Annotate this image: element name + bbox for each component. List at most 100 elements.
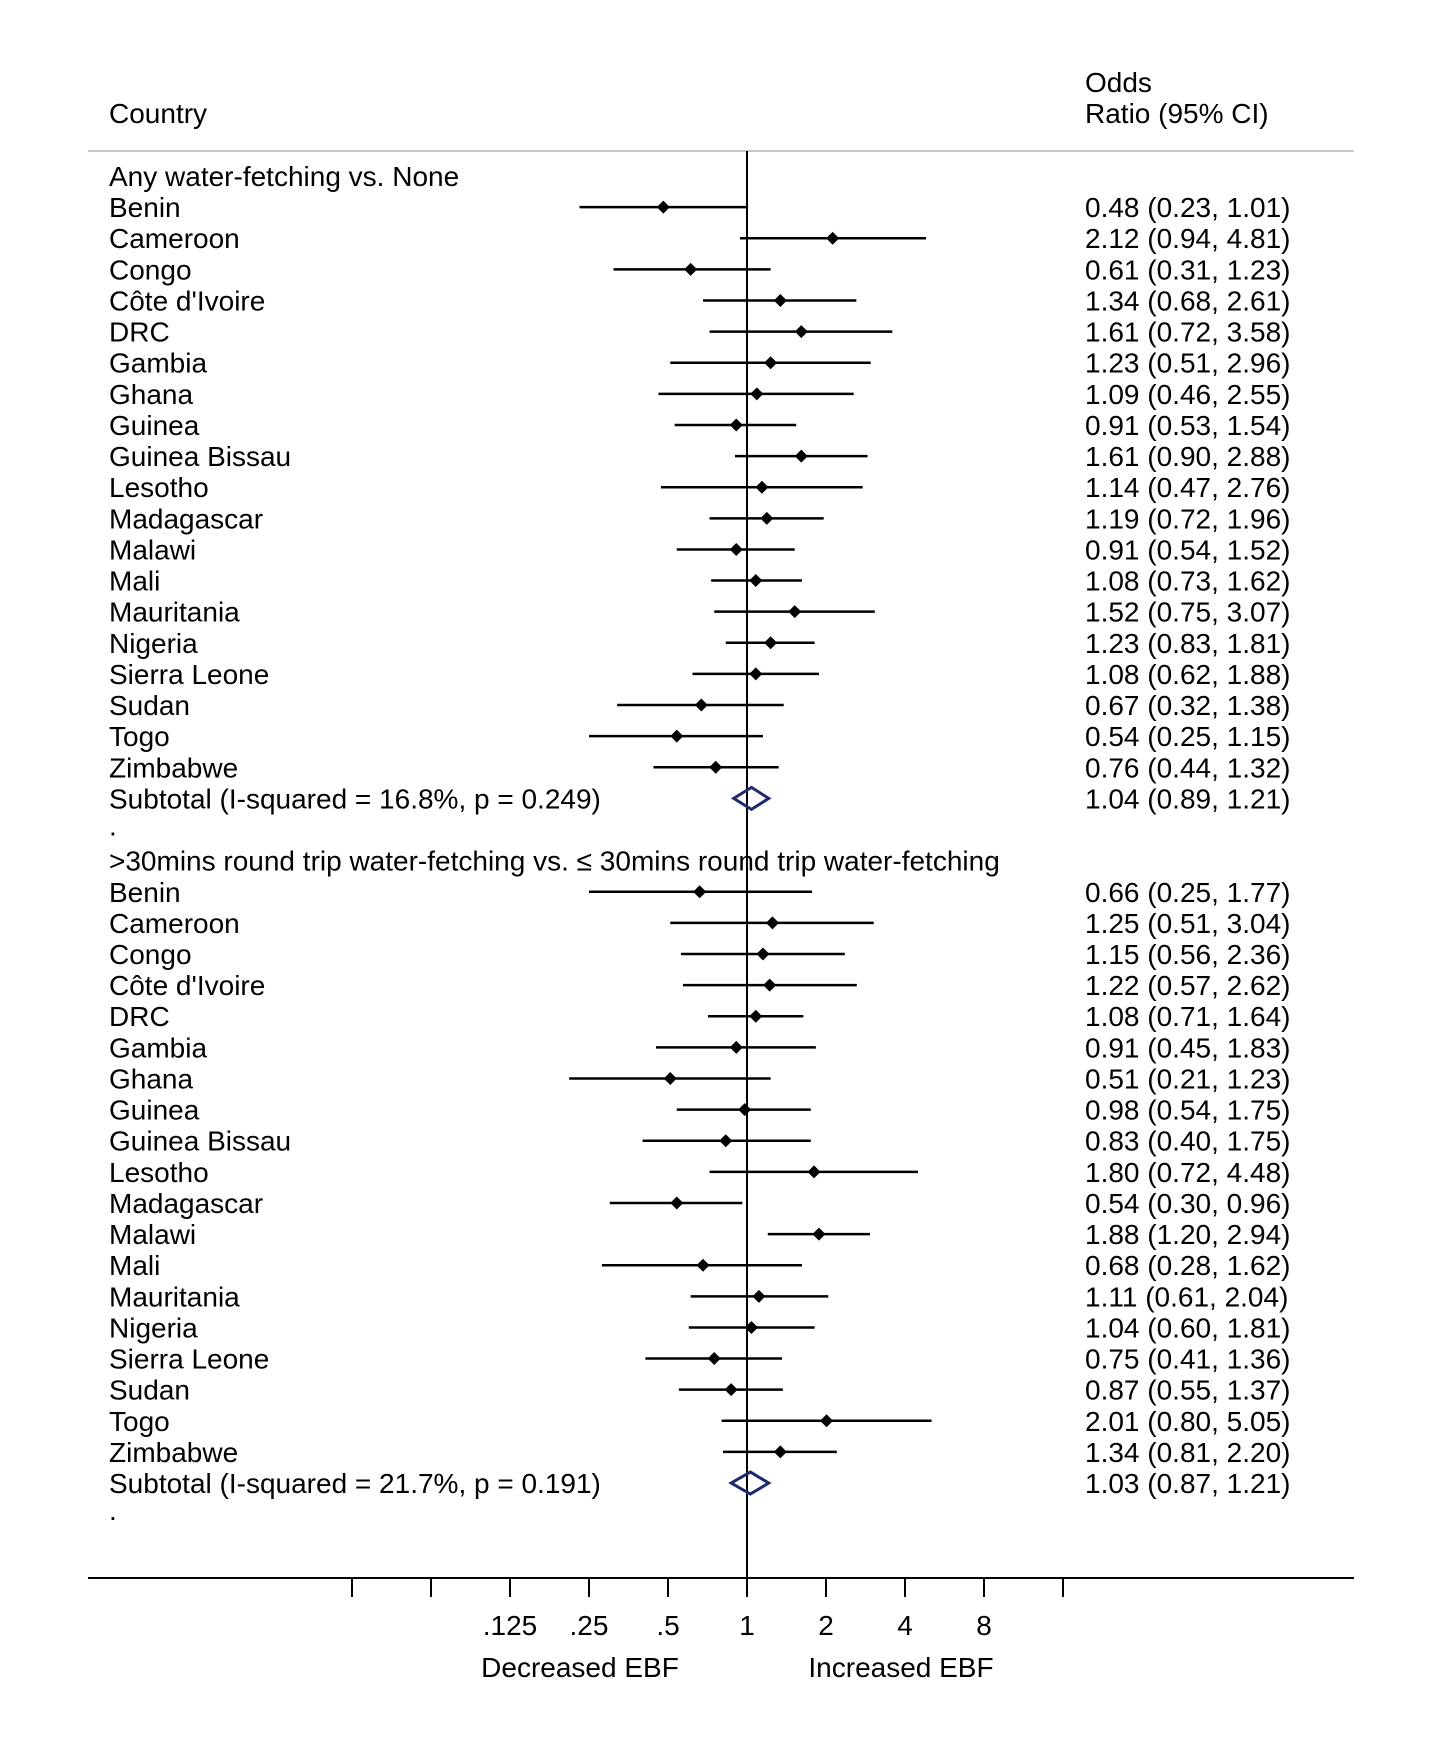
study-label: Togo [109, 721, 170, 752]
point-estimate-marker [760, 511, 774, 525]
odds-ratio-value: 1.08 (0.71, 1.64) [1085, 1001, 1290, 1032]
odds-ratio-value: 0.68 (0.28, 1.62) [1085, 1250, 1290, 1281]
study-label: Madagascar [109, 503, 263, 534]
study-label: Ghana [109, 379, 193, 410]
study-label: Guinea Bissau [109, 441, 291, 472]
odds-ratio-value: 1.61 (0.90, 2.88) [1085, 441, 1290, 472]
odds-ratio-value: 1.25 (0.51, 3.04) [1085, 908, 1290, 939]
column-header-odds: Odds [1085, 67, 1152, 98]
subtotal-label: Subtotal (I-squared = 16.8%, p = 0.249) [109, 783, 601, 814]
odds-ratio-value: 1.19 (0.72, 1.96) [1085, 503, 1290, 534]
study-label: Mali [109, 1250, 160, 1281]
study-label: Congo [109, 254, 192, 285]
study-label: Cameroon [109, 908, 240, 939]
odds-ratio-value: 2.01 (0.80, 5.05) [1085, 1406, 1290, 1437]
group-separator: . [109, 811, 117, 842]
study-label: Côte d'Ivoire [109, 285, 265, 316]
odds-ratio-value: 1.23 (0.83, 1.81) [1085, 628, 1290, 659]
point-estimate-marker [656, 200, 670, 214]
odds-ratio-value: 0.51 (0.21, 1.23) [1085, 1063, 1290, 1094]
odds-ratio-value: 0.83 (0.40, 1.75) [1085, 1126, 1290, 1157]
x-axis-ticks: .125 .25 .5 1 2 4 8 [351, 1578, 1064, 1641]
point-estimate-marker [724, 1383, 738, 1397]
odds-ratio-value: 1.34 (0.81, 2.20) [1085, 1437, 1290, 1468]
point-estimate-marker [663, 1071, 677, 1085]
odds-ratio-value: 1.14 (0.47, 2.76) [1085, 472, 1290, 503]
study-label: Malawi [109, 1219, 196, 1250]
point-estimate-marker [812, 1227, 826, 1241]
point-estimate-marker [707, 1352, 721, 1366]
odds-ratio-value: 1.61 (0.72, 3.58) [1085, 317, 1290, 348]
odds-ratio-value: 1.08 (0.73, 1.62) [1085, 566, 1290, 597]
study-label: Zimbabwe [109, 1437, 238, 1468]
odds-ratio-value: 0.91 (0.45, 1.83) [1085, 1032, 1290, 1063]
odds-ratio-value: 1.34 (0.68, 2.61) [1085, 285, 1290, 316]
point-estimate-marker [749, 667, 763, 681]
odds-ratio-value: 0.91 (0.54, 1.52) [1085, 534, 1290, 565]
study-label: Sierra Leone [109, 659, 269, 690]
odds-ratio-value: 0.76 (0.44, 1.32) [1085, 752, 1290, 783]
study-label: Mauritania [109, 597, 240, 628]
point-estimate-marker [820, 1414, 834, 1428]
odds-ratio-value: 1.08 (0.62, 1.88) [1085, 659, 1290, 690]
point-estimate-marker [826, 231, 840, 245]
x-tick-label: 4 [897, 1610, 913, 1641]
study-label: Cameroon [109, 223, 240, 254]
odds-ratio-value: 2.12 (0.94, 4.81) [1085, 223, 1290, 254]
study-label: Togo [109, 1406, 170, 1437]
odds-ratio-value: 1.23 (0.51, 2.96) [1085, 348, 1290, 379]
odds-ratio-value: 0.66 (0.25, 1.77) [1085, 877, 1290, 908]
study-label: Benin [109, 877, 181, 908]
odds-ratio-value: 1.52 (0.75, 3.07) [1085, 597, 1290, 628]
point-estimate-marker [684, 262, 698, 276]
odds-ratio-value: 0.61 (0.31, 1.23) [1085, 254, 1290, 285]
study-label: Malawi [109, 534, 196, 565]
group-title: Any water-fetching vs. None [109, 161, 459, 192]
point-estimate-marker [670, 1196, 684, 1210]
study-label: Lesotho [109, 1157, 209, 1188]
point-estimate-marker [794, 449, 808, 463]
subtotal-value: 1.04 (0.89, 1.21) [1085, 783, 1290, 814]
study-label: Ghana [109, 1063, 193, 1094]
study-label: Sierra Leone [109, 1344, 269, 1375]
point-estimate-marker [729, 542, 743, 556]
study-label: Gambia [109, 348, 207, 379]
point-estimate-marker [729, 418, 743, 432]
column-header-country: Country [109, 98, 207, 129]
odds-ratio-value: 1.80 (0.72, 4.48) [1085, 1157, 1290, 1188]
point-estimate-marker [773, 293, 787, 307]
point-estimate-marker [752, 1289, 766, 1303]
annotation-increased-ebf: Increased EBF [808, 1652, 993, 1683]
odds-ratio-value: 0.75 (0.41, 1.36) [1085, 1344, 1290, 1375]
point-estimate-marker [738, 1103, 752, 1117]
study-label: Sudan [109, 690, 190, 721]
point-estimate-marker [749, 574, 763, 588]
point-estimate-marker [709, 760, 723, 774]
point-estimate-marker [694, 698, 708, 712]
study-label: Côte d'Ivoire [109, 970, 265, 1001]
point-estimate-marker [729, 1040, 743, 1054]
subtotal-value: 1.03 (0.87, 1.21) [1085, 1468, 1290, 1499]
study-label: Sudan [109, 1375, 190, 1406]
odds-ratio-value: 0.54 (0.30, 0.96) [1085, 1188, 1290, 1219]
odds-ratio-value: 1.22 (0.57, 2.62) [1085, 970, 1290, 1001]
point-estimate-marker [756, 947, 770, 961]
study-label: Congo [109, 939, 192, 970]
odds-ratio-value: 0.54 (0.25, 1.15) [1085, 721, 1290, 752]
study-label: Nigeria [109, 1312, 198, 1343]
odds-ratio-value: 1.11 (0.61, 2.04) [1085, 1281, 1288, 1312]
odds-ratio-value: 0.67 (0.32, 1.38) [1085, 690, 1290, 721]
study-label: Madagascar [109, 1188, 263, 1219]
odds-ratio-value: 1.09 (0.46, 2.55) [1085, 379, 1290, 410]
group-title: >30mins round trip water-fetching vs. ≤ … [109, 846, 1000, 877]
point-estimate-marker [755, 480, 769, 494]
x-tick-label: 8 [976, 1610, 992, 1641]
subtotal-label: Subtotal (I-squared = 21.7%, p = 0.191) [109, 1468, 601, 1499]
point-estimate-marker [794, 325, 808, 339]
study-label: Nigeria [109, 628, 198, 659]
column-header-ratio-ci: Ratio (95% CI) [1085, 98, 1269, 129]
study-label: Benin [109, 192, 181, 223]
odds-ratio-value: 1.04 (0.60, 1.81) [1085, 1312, 1290, 1343]
